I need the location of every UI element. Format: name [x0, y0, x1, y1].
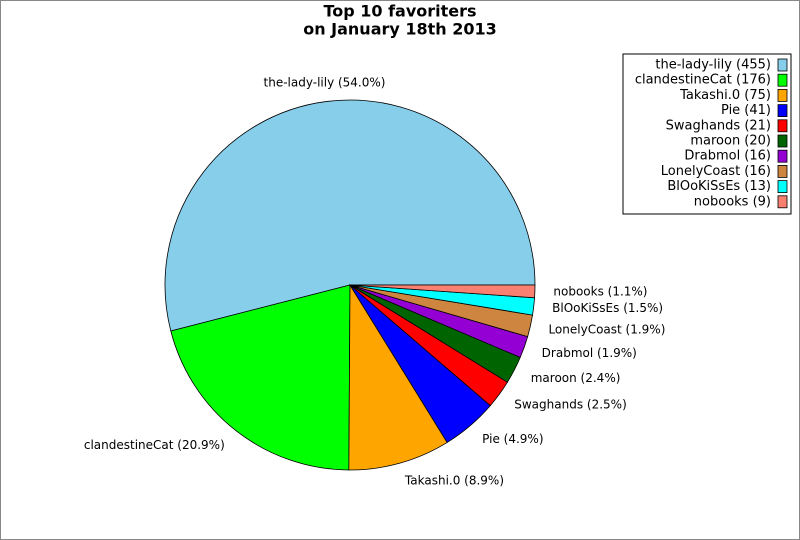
legend-swatch — [777, 195, 788, 209]
legend-swatch — [777, 149, 788, 163]
pie-slice — [170, 284, 351, 471]
legend-label: the-lady-lily (455) — [655, 58, 771, 73]
legend-box — [622, 53, 792, 215]
legend-swatch — [777, 164, 788, 178]
legend-label: clandestineCat (176) — [635, 73, 771, 88]
slice-label: LonelyCoast (1.9%) — [548, 323, 665, 337]
legend-label: Takashi.0 (75) — [679, 88, 771, 103]
slice-label: nobooks (1.1%) — [553, 285, 647, 299]
slice-label: the-lady-lily (54.0%) — [264, 76, 386, 90]
pie-slice — [164, 99, 536, 332]
legend-label: Swaghands (21) — [666, 118, 771, 133]
legend-swatch — [777, 134, 788, 148]
legend-label: nobooks (9) — [694, 194, 771, 209]
slice-label: Swaghands (2.5%) — [514, 398, 627, 412]
pie-slice — [348, 283, 448, 471]
slice-label: maroon (2.4%) — [531, 371, 621, 385]
slice-label: Takashi.0 (8.9%) — [404, 473, 504, 487]
slice-label: Drabmol (1.9%) — [542, 346, 637, 360]
slice-label: BlOoKiSsEs (1.5%) — [552, 301, 663, 315]
slice-label: Pie (4.9%) — [482, 432, 543, 446]
legend-swatch — [777, 119, 788, 133]
pie-slice — [349, 284, 536, 299]
chart-subtitle: on January 18th 2013 — [303, 20, 497, 39]
legend-swatch — [777, 89, 788, 102]
slice-label: clandestineCat (20.9%) — [84, 438, 225, 452]
legend-swatch — [777, 104, 788, 117]
legend-label: Pie (41) — [721, 103, 771, 118]
legend-swatch — [777, 58, 788, 72]
legend-label: BlOoKiSsEs (13) — [667, 179, 771, 194]
legend-swatch — [777, 73, 788, 87]
legend-label: Drabmol (16) — [684, 149, 771, 164]
legend-label: LonelyCoast (16) — [661, 164, 771, 179]
legend-label: maroon (20) — [690, 134, 771, 149]
chart-title: Top 10 favoriters — [323, 2, 476, 21]
legend-swatch — [777, 180, 788, 194]
